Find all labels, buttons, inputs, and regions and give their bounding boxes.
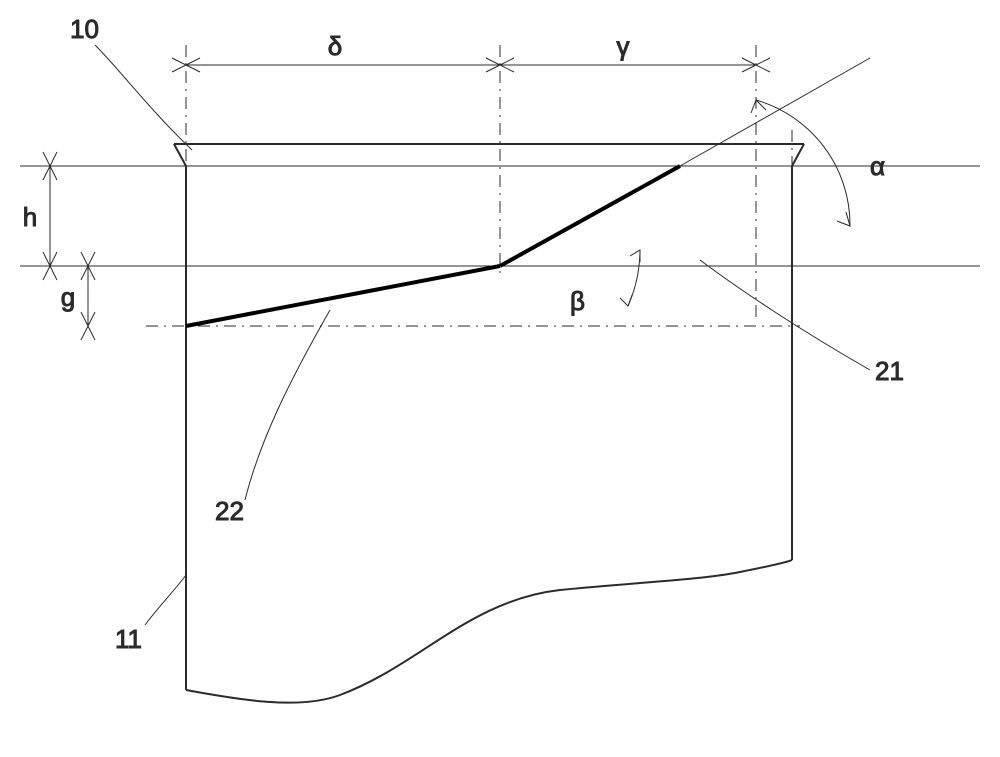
dim-g-label: g — [61, 282, 75, 312]
dim-delta-label: δ — [328, 31, 342, 61]
ref-22-label: 22 — [215, 496, 244, 526]
ref-11-label: 11 — [115, 624, 142, 654]
dim-h-label: h — [23, 202, 37, 232]
ref-21-label: 21 — [875, 356, 904, 386]
dim-gamma-label: γ — [617, 31, 630, 61]
angle-alpha-label: α — [870, 151, 885, 181]
angle-beta-label: β — [570, 286, 585, 316]
ref-10-label: 10 — [70, 14, 99, 44]
